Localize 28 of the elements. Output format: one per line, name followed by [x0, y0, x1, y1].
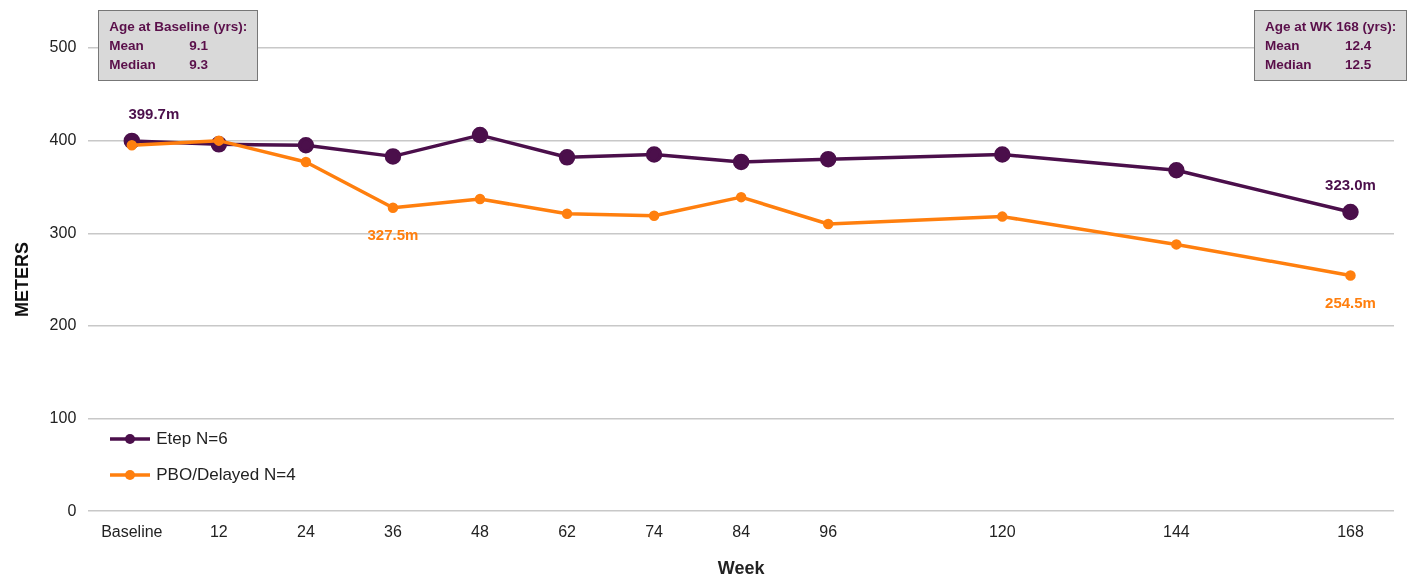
data-label: 254.5m [1325, 293, 1376, 311]
x-tick-label: 48 [471, 523, 490, 541]
x-tick-label: 36 [384, 523, 402, 541]
y-tick-label: 500 [49, 38, 77, 56]
x-axis-title: Week [717, 558, 766, 579]
x-tick-label: 74 [645, 523, 664, 541]
x-tick-label: 144 [1163, 523, 1190, 541]
x-tick-label: 168 [1337, 523, 1364, 541]
y-tick-label: 200 [49, 316, 77, 334]
text: Age at WK 168 (yrs): Mean 12.4 Median 12.5 [1265, 19, 1397, 72]
text: Age at Baseline (yrs): Mean 9.1 Median 9.3 [109, 19, 248, 72]
legend-label: PBO/Delayed N=4 [156, 465, 296, 486]
y-tick-label: 0 [67, 501, 77, 519]
x-tick-label: 12 [209, 523, 228, 541]
data-label: 327.5m [367, 225, 419, 243]
x-tick-label: 96 [819, 523, 838, 541]
x-tick-label: 84 [732, 523, 751, 541]
y-tick-label: 400 [49, 131, 77, 149]
x-tick-label: 120 [988, 523, 1016, 541]
x-tick-label: Baseline [101, 523, 163, 541]
y-axis-title: METERS [11, 242, 32, 318]
y-tick-label: 300 [49, 223, 77, 241]
x-tick-label: 24 [297, 523, 315, 541]
data-label: 399.7m [128, 105, 180, 123]
x-tick-label: 62 [558, 523, 577, 541]
legend-label: Etep N=6 [156, 429, 228, 450]
y-tick-label: 100 [49, 408, 77, 426]
data-label: 323.0m [1325, 176, 1376, 194]
